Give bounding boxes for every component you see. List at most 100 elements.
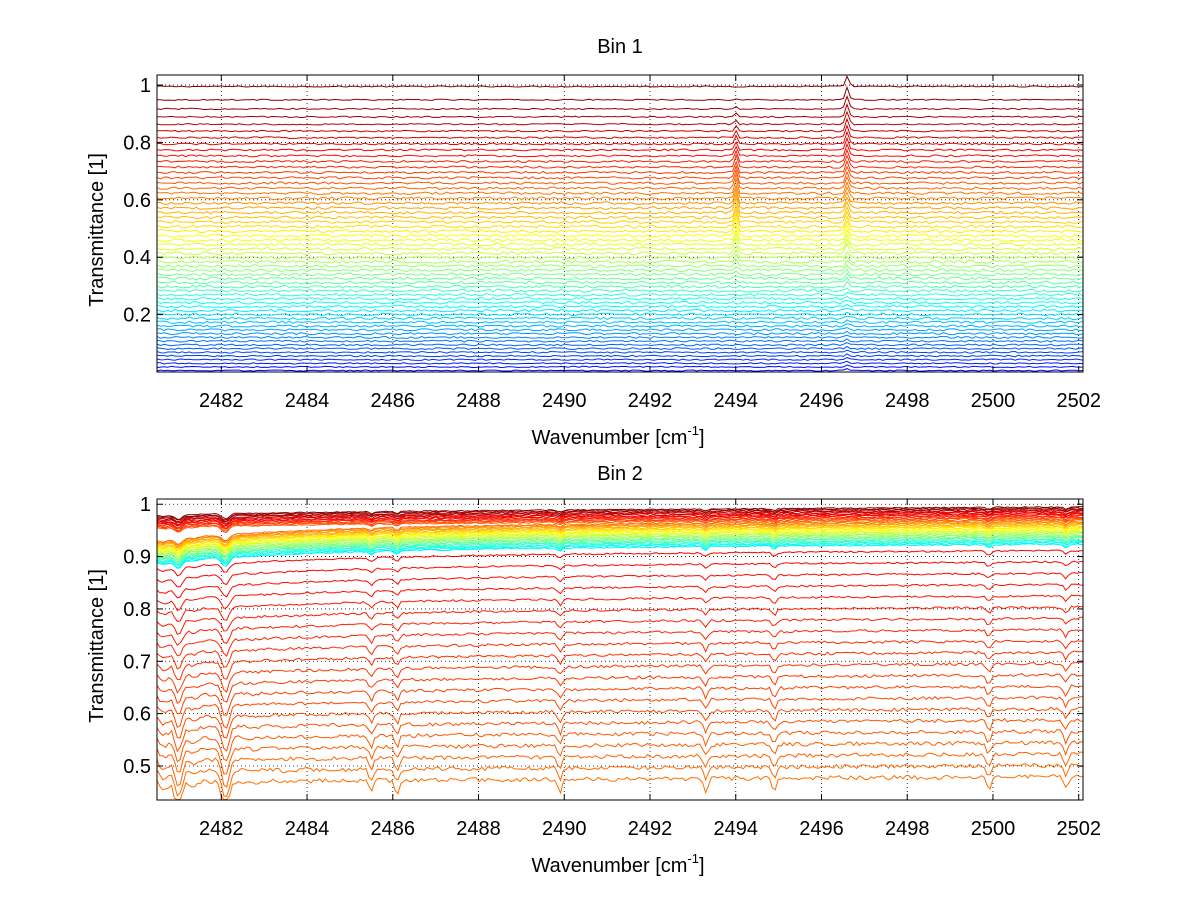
series-line — [156, 207, 1084, 225]
subplot-bin-2: Bin 2 2482 2484 2486 2488 2490 2492 2494 2496 24… — [86, 463, 1101, 877]
series-line — [156, 124, 1084, 140]
series-line — [156, 516, 1083, 532]
series-line — [156, 357, 1084, 361]
series-line — [156, 506, 1084, 520]
series-line — [156, 364, 1083, 369]
series-line — [156, 168, 1084, 185]
series-line — [156, 195, 1084, 215]
series-line — [156, 763, 1084, 797]
x-axis-label-text: Wavenumber [cm — [531, 427, 687, 449]
series-line — [156, 519, 1083, 545]
series-line — [156, 191, 1084, 210]
grid-lines — [157, 75, 1083, 372]
series-line — [156, 540, 1083, 567]
series-line — [156, 539, 1083, 566]
series-line — [156, 740, 1084, 775]
series-line — [156, 153, 1084, 169]
y-ticks: 0.5 0.6 0.7 0.8 0.9 1 — [123, 494, 1083, 778]
x-tick-label: 2500 — [971, 390, 1016, 412]
series-line — [156, 136, 1084, 152]
series-line — [156, 110, 1084, 126]
series-line — [156, 307, 1084, 313]
plot-area-frame — [156, 74, 1084, 373]
series-line — [156, 223, 1084, 238]
series-line — [157, 117, 1083, 133]
series-line — [156, 684, 1083, 716]
chart-title: Bin 1 — [597, 36, 643, 58]
series-line — [156, 532, 1084, 560]
x-tick-label: 2494 — [714, 818, 759, 840]
series-line — [156, 323, 1084, 328]
series-line — [156, 514, 1083, 530]
series-line — [156, 345, 1083, 350]
series-line — [156, 560, 1083, 588]
series-line — [156, 520, 1084, 546]
series-line — [156, 227, 1084, 243]
series-line — [156, 508, 1083, 523]
series-line — [156, 148, 1084, 164]
x-tick-label: 2488 — [456, 818, 501, 840]
series-line — [156, 353, 1084, 358]
series-group — [156, 75, 1084, 372]
series-line — [156, 535, 1083, 561]
series-line — [156, 751, 1084, 788]
series-line — [156, 287, 1084, 293]
series-line — [156, 571, 1083, 599]
y-tick-label: 0.5 — [123, 756, 151, 778]
series-line — [156, 673, 1084, 705]
x-tick-label: 2484 — [285, 390, 330, 412]
series-line — [156, 276, 1084, 285]
series-line — [156, 249, 1084, 260]
series-line — [156, 338, 1084, 343]
y-ticks: 0.2 0.4 0.6 0.8 1 — [123, 75, 1083, 327]
series-line — [156, 75, 1083, 88]
x-ticks: 2482 2484 2486 2488 2490 2492 2494 2496 2498 2500… — [199, 75, 1101, 412]
series-line — [156, 211, 1084, 229]
y-axis-label: Transmittance [1] — [86, 569, 108, 723]
series-line — [156, 605, 1084, 635]
series-line — [156, 525, 1084, 551]
series-line — [156, 541, 1083, 569]
y-tick-label: 0.6 — [123, 190, 151, 212]
series-line — [156, 295, 1084, 301]
x-tick-label: 2498 — [885, 390, 930, 412]
series-line — [156, 291, 1084, 297]
series-line — [156, 729, 1084, 763]
series-line — [156, 628, 1083, 657]
series-line — [156, 303, 1084, 309]
series-line — [156, 616, 1083, 646]
series-line — [156, 509, 1084, 524]
series-line — [156, 142, 1084, 158]
x-tick-label: 2482 — [199, 390, 244, 412]
series-line — [156, 531, 1084, 558]
series-line — [156, 299, 1084, 305]
x-axis-label: Wavenumber [cm-1] — [531, 851, 704, 877]
x-tick-label: 2490 — [542, 390, 587, 412]
series-line — [156, 650, 1083, 681]
series-line — [156, 774, 1084, 800]
series-line — [156, 526, 1084, 552]
plot-area-frame — [156, 498, 1084, 801]
series-line — [156, 536, 1084, 563]
x-axis-label-tail: ] — [699, 427, 705, 449]
y-tick-label: 0.2 — [123, 305, 151, 327]
x-ticks: 2482 2484 2486 2488 2490 2492 2494 2496 2498 2500… — [199, 499, 1101, 840]
series-line — [156, 236, 1084, 251]
series-line — [156, 639, 1083, 670]
series-line — [156, 543, 1083, 569]
series-line — [156, 253, 1084, 264]
series-line — [156, 717, 1083, 753]
series-line — [156, 342, 1084, 347]
series-line — [156, 521, 1084, 548]
x-tick-label: 2500 — [971, 818, 1016, 840]
series-line — [156, 507, 1084, 521]
series-line — [156, 178, 1084, 196]
series-line — [156, 530, 1083, 557]
x-tick-label: 2484 — [285, 818, 330, 840]
y-tick-label: 1 — [140, 494, 151, 516]
series-line — [156, 315, 1084, 321]
series-line — [156, 164, 1084, 180]
series-line — [156, 215, 1084, 234]
series-line — [156, 130, 1084, 146]
